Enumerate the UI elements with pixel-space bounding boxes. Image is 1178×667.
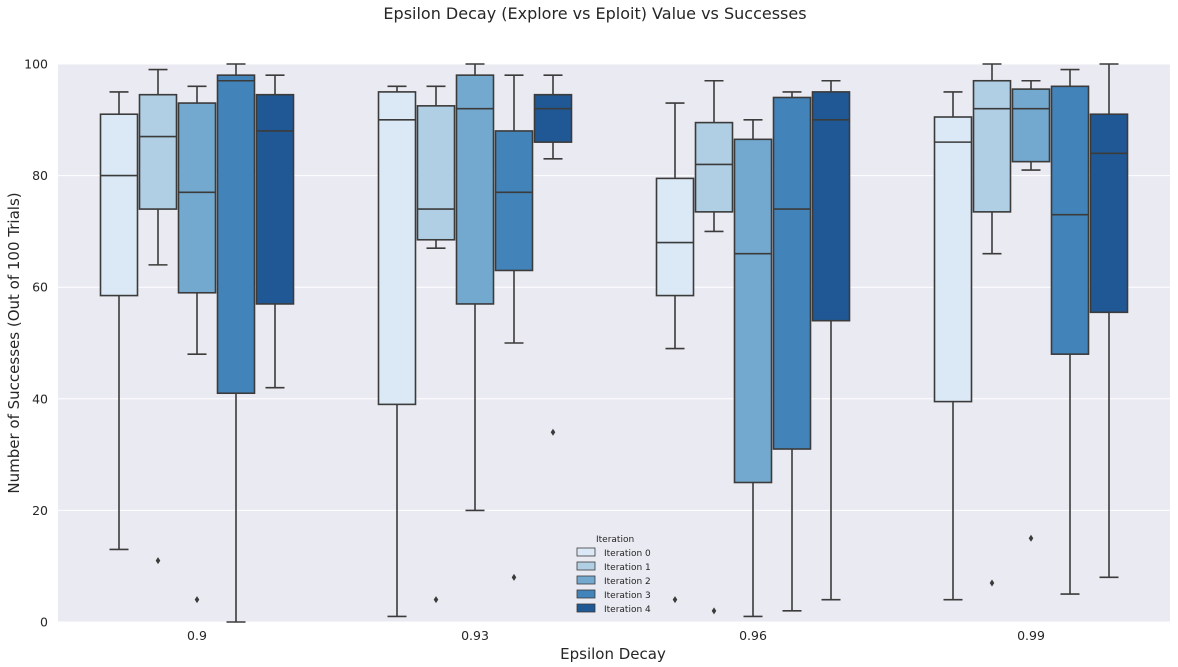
outlier-point — [672, 596, 678, 604]
y-axis-label: Number of Successes (Out of 100 Trials) — [5, 192, 23, 493]
box-iqr — [494, 130, 534, 272]
y-tick-label: 0 — [40, 615, 48, 630]
outlier-point — [711, 607, 717, 615]
outlier-point — [433, 596, 439, 604]
box-iqr — [811, 91, 851, 322]
legend-label: Iteration 3 — [604, 591, 651, 601]
box-iqr — [1089, 113, 1129, 314]
legend-label: Iteration 1 — [604, 563, 651, 573]
box-series-group — [99, 63, 1129, 623]
box-iqr — [455, 74, 495, 305]
legend-title: Iteration — [596, 535, 634, 545]
legend-label: Iteration 4 — [604, 605, 651, 615]
x-tick-label: 0.93 — [461, 628, 489, 643]
outlier-point — [1028, 534, 1034, 542]
box-0.9-iteration-1 — [138, 68, 178, 565]
x-tick-label: 0.9 — [187, 628, 207, 643]
box-0.99-iteration-3 — [1050, 68, 1090, 595]
outlier-point — [194, 596, 200, 604]
y-tick-label: 20 — [32, 503, 48, 518]
x-tick-label: 0.99 — [1017, 628, 1045, 643]
legend-swatch — [576, 561, 596, 571]
box-iqr — [99, 113, 139, 297]
box-iqr — [655, 177, 695, 297]
outlier-point — [550, 428, 556, 436]
box-0.96-iteration-3 — [772, 91, 812, 612]
legend-label: Iteration 2 — [604, 577, 651, 587]
box-iqr — [933, 116, 973, 403]
box-0.99-iteration-0 — [933, 91, 973, 601]
box-0.96-iteration-1 — [694, 79, 734, 615]
chart-title: Epsilon Decay (Explore vs Eploit) Value … — [383, 4, 806, 23]
box-iqr — [255, 93, 295, 305]
legend: Iteration Iteration 0 Iteration 1 Iteration… — [576, 535, 651, 615]
box-iqr — [416, 105, 456, 241]
box-0.99-iteration-2 — [1011, 79, 1051, 542]
y-axis-ticks: 0 20 40 60 80 100 — [24, 57, 48, 630]
outlier-point — [989, 579, 995, 587]
box-0.9-iteration-3 — [216, 63, 256, 623]
box-0.93-iteration-3 — [494, 74, 534, 581]
legend-swatch — [576, 603, 596, 613]
outlier-point — [511, 573, 517, 581]
y-tick-label: 80 — [32, 168, 48, 183]
x-axis-ticks: 0.9 0.93 0.96 0.99 — [187, 628, 1045, 643]
x-tick-label: 0.96 — [739, 628, 767, 643]
box-iqr — [138, 93, 178, 210]
box-iqr — [177, 102, 217, 294]
box-0.93-iteration-0 — [377, 85, 417, 618]
legend-label: Iteration 0 — [604, 549, 651, 559]
box-0.96-iteration-0 — [655, 102, 695, 604]
y-tick-label: 100 — [24, 57, 48, 72]
x-axis-label: Epsilon Decay — [560, 645, 666, 663]
box-iqr — [533, 93, 573, 143]
box-0.99-iteration-1 — [972, 63, 1012, 587]
box-0.96-iteration-2 — [733, 119, 773, 618]
box-0.93-iteration-4 — [533, 74, 573, 436]
box-0.9-iteration-0 — [99, 91, 139, 551]
box-0.93-iteration-1 — [416, 85, 456, 604]
legend-swatch — [576, 547, 596, 557]
box-iqr — [216, 74, 256, 395]
box-iqr — [972, 79, 1012, 213]
box-0.9-iteration-4 — [255, 74, 295, 389]
outlier-point — [155, 557, 161, 565]
box-iqr — [377, 91, 417, 406]
legend-swatch — [576, 589, 596, 599]
box-iqr — [1050, 85, 1090, 355]
box-0.96-iteration-4 — [811, 79, 851, 601]
y-tick-label: 40 — [32, 391, 48, 406]
box-iqr — [772, 96, 812, 450]
box-iqr — [733, 138, 773, 484]
box-iqr — [694, 121, 734, 213]
box-0.9-iteration-2 — [177, 85, 217, 604]
box-0.99-iteration-4 — [1089, 63, 1129, 579]
box-0.93-iteration-2 — [455, 63, 495, 512]
y-tick-label: 60 — [32, 280, 48, 295]
legend-swatch — [576, 575, 596, 585]
box-iqr — [1011, 88, 1051, 163]
